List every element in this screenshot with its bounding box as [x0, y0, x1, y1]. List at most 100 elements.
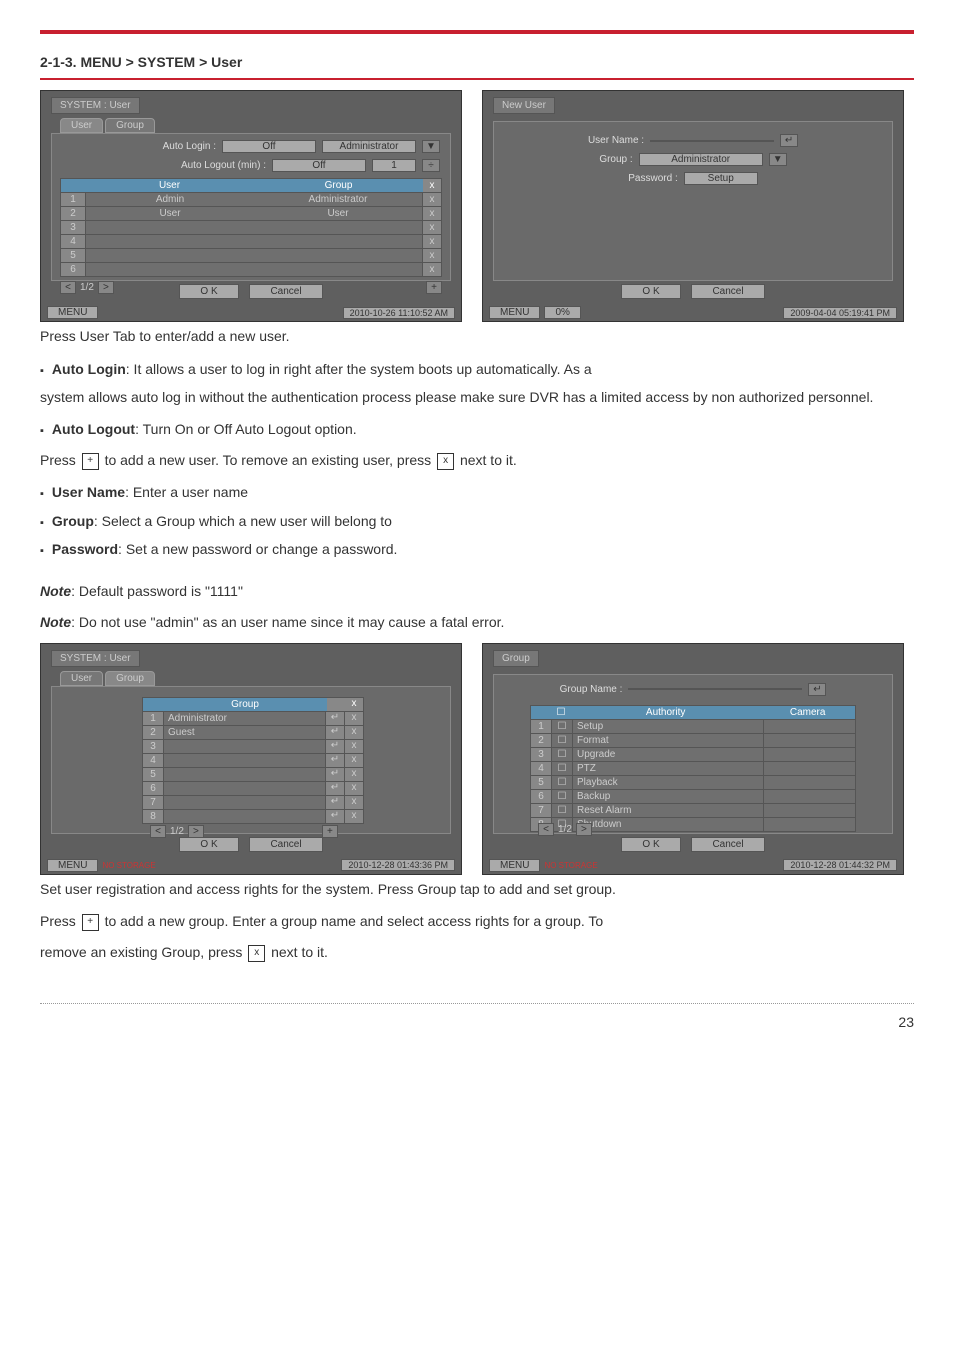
pwd-setup[interactable]: Setup: [684, 172, 758, 185]
remove-hdr-icon: x: [423, 179, 441, 192]
hdr-group: Group: [254, 179, 423, 192]
fig3-tabs: User Group: [60, 671, 155, 686]
bullet-auto-logout: Auto Logout: Turn On or Off Auto Logout …: [40, 418, 914, 441]
figure-row-2: SYSTEM : User User Group Group x 1Admini…: [40, 643, 914, 875]
ok-button[interactable]: O K: [179, 837, 238, 852]
uname-input[interactable]: [650, 140, 774, 142]
ok-button[interactable]: O K: [621, 837, 680, 852]
authority-header: ☐ Authority Camera: [531, 706, 855, 719]
fig3-buttons: O K Cancel: [41, 837, 461, 852]
fig1-status: MENU 2010-10-26 11:10:52 AM: [47, 306, 455, 319]
fig4-panel: Group Name : ↵ ☐ Authority Camera 1☐Setu…: [493, 674, 893, 834]
auto-logout-row: Auto Logout (min) : Off 1 ÷: [62, 159, 440, 172]
pager-next[interactable]: >: [576, 823, 592, 836]
auto-login-label: Auto Login :: [163, 141, 216, 152]
enter-icon[interactable]: ↵: [780, 134, 798, 147]
cancel-button[interactable]: Cancel: [691, 837, 764, 852]
cancel-button[interactable]: Cancel: [249, 284, 322, 299]
hdr-user: User: [85, 179, 254, 192]
table-row[interactable]: 7☐Reset Alarm: [531, 803, 855, 817]
group-table-header: Group x: [143, 698, 363, 711]
uname-label: User Name :: [588, 135, 644, 146]
table-row[interactable]: 1AdminAdministratorx: [61, 192, 441, 206]
table-row[interactable]: 7↵x: [143, 795, 363, 809]
fig1-panel: User Group Auto Login : Off Administrato…: [51, 133, 451, 281]
fig4-buttons: O K Cancel: [483, 837, 903, 852]
caption-1: Press User Tab to enter/add a new user.: [40, 328, 914, 344]
plus-icon: +: [82, 453, 99, 470]
figure-row-1: SYSTEM : User User Group Auto Login : Of…: [40, 90, 914, 322]
group-row: Group : Administrator ▼: [504, 153, 882, 166]
tab-group[interactable]: Group: [105, 671, 155, 686]
remove-hdr-icon: x: [345, 698, 363, 711]
tab-user[interactable]: User: [60, 671, 103, 686]
table-row[interactable]: 4↵x: [143, 753, 363, 767]
fig3-title: SYSTEM : User: [51, 650, 140, 667]
note-1: Note: Default password is "1111": [40, 581, 914, 602]
auto-login-dd[interactable]: Administrator: [322, 140, 416, 153]
timestamp: 2010-12-28 01:43:36 PM: [341, 859, 455, 871]
table-row[interactable]: 4x: [61, 234, 441, 248]
table-row[interactable]: 2Guest↵x: [143, 725, 363, 739]
group-label: Group :: [599, 154, 632, 165]
tab-group[interactable]: Group: [105, 118, 155, 133]
auto-logout-num[interactable]: 1: [372, 159, 416, 172]
bullet-auto-login: Auto Login: It allows a user to log in r…: [40, 358, 914, 381]
auto-logout-value[interactable]: Off: [272, 159, 366, 172]
pager-prev[interactable]: <: [538, 823, 554, 836]
table-row[interactable]: 4☐PTZ: [531, 761, 855, 775]
press-plus-line: Press + to add a new user. To remove an …: [40, 450, 914, 471]
group-dd[interactable]: Administrator: [639, 153, 763, 166]
table-row[interactable]: 6☐Backup: [531, 789, 855, 803]
table-row[interactable]: 5↵x: [143, 767, 363, 781]
pager: < 1/2 >: [538, 823, 592, 836]
menu-button[interactable]: MENU: [489, 859, 540, 872]
fig1-tabs: User Group: [60, 118, 155, 133]
authority-table: ☐ Authority Camera 1☐Setup2☐Format3☐Upgr…: [530, 705, 856, 832]
table-row[interactable]: 3x: [61, 220, 441, 234]
menu-button[interactable]: MENU: [47, 859, 98, 872]
tab-user[interactable]: User: [60, 118, 103, 133]
dropdown-icon[interactable]: ▼: [422, 140, 440, 153]
top-red-bar: [40, 30, 914, 34]
bullet-password: Password: Set a new password or change a…: [40, 538, 914, 561]
gname-input[interactable]: [628, 688, 802, 690]
progress: 0%: [544, 306, 580, 319]
table-row[interactable]: 6↵x: [143, 781, 363, 795]
spinner-icon[interactable]: ÷: [422, 159, 440, 172]
table-row[interactable]: 1Administrator↵x: [143, 711, 363, 725]
pager-text: 1/2: [170, 826, 184, 837]
fig4-title: Group: [493, 650, 539, 667]
table-row[interactable]: 2☐Format: [531, 733, 855, 747]
auto-login-value[interactable]: Off: [222, 140, 316, 153]
user-table-header: User Group x: [61, 179, 441, 192]
table-row[interactable]: 3☐Upgrade: [531, 747, 855, 761]
fig-group-list: SYSTEM : User User Group Group x 1Admini…: [40, 643, 462, 875]
table-row[interactable]: 5x: [61, 248, 441, 262]
table-row[interactable]: 1☐Setup: [531, 719, 855, 733]
dropdown-icon[interactable]: ▼: [769, 153, 787, 166]
gname-label: Group Name :: [560, 684, 623, 695]
fig2-panel: User Name : ↵ Group : Administrator ▼ Pa…: [493, 121, 893, 281]
x-icon: x: [248, 945, 265, 962]
gname-row: Group Name : ↵: [504, 683, 882, 696]
timestamp: 2010-10-26 11:10:52 AM: [343, 307, 455, 319]
fig1-buttons: O K Cancel: [41, 284, 461, 299]
table-row[interactable]: 8↵x: [143, 809, 363, 823]
body-text-1: Auto Login: It allows a user to log in r…: [40, 358, 914, 633]
enter-icon[interactable]: ↵: [808, 683, 826, 696]
pwd-row: Password : Setup: [504, 172, 882, 185]
plus-icon: +: [82, 914, 99, 931]
menu-button[interactable]: MENU: [489, 306, 540, 319]
note-2: Note: Do not use "admin" as an user name…: [40, 612, 914, 633]
ok-button[interactable]: O K: [621, 284, 680, 299]
menu-button[interactable]: MENU: [47, 306, 98, 319]
cancel-button[interactable]: Cancel: [249, 837, 322, 852]
hdr-camera: Camera: [760, 706, 855, 719]
table-row[interactable]: 3↵x: [143, 739, 363, 753]
ok-button[interactable]: O K: [179, 284, 238, 299]
cancel-button[interactable]: Cancel: [691, 284, 764, 299]
table-row[interactable]: 6x: [61, 262, 441, 276]
table-row[interactable]: 5☐Playback: [531, 775, 855, 789]
table-row[interactable]: 2UserUserx: [61, 206, 441, 220]
